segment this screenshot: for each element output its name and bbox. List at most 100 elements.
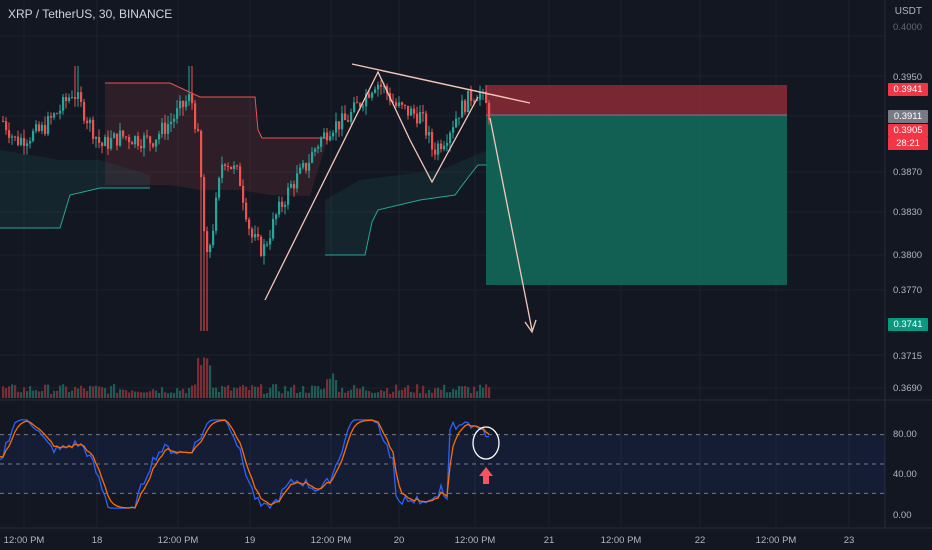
candle-body xyxy=(440,143,443,150)
stoch-d-line xyxy=(0,419,490,509)
volume-bar xyxy=(452,388,455,398)
candle-body xyxy=(362,106,365,108)
candle-body xyxy=(335,121,338,133)
candle-body xyxy=(179,100,182,109)
candle-body xyxy=(422,112,425,114)
volume-bar xyxy=(416,384,419,398)
candle-body xyxy=(452,127,455,133)
volume-bar xyxy=(125,390,128,398)
volume-bar xyxy=(461,386,464,398)
candle-body xyxy=(332,132,335,137)
candle-body xyxy=(233,165,236,170)
volume-bar xyxy=(320,389,323,398)
volume-bar xyxy=(338,391,341,398)
volume-bar xyxy=(425,393,428,398)
volume-bar xyxy=(293,384,296,398)
volume-bar xyxy=(449,392,452,398)
volume-bar xyxy=(257,386,260,398)
oscillator-axis-tick: 40.00 xyxy=(893,469,917,480)
candle-body xyxy=(299,167,302,174)
volume-bar xyxy=(473,386,476,398)
candle-body xyxy=(386,85,389,94)
volume-bar xyxy=(32,390,35,398)
volume-bar xyxy=(401,389,404,398)
volume-bar xyxy=(311,385,314,398)
support-line xyxy=(325,164,488,256)
candle-body xyxy=(305,163,308,171)
candle-body xyxy=(122,130,125,137)
volume-bar xyxy=(335,379,338,398)
price-axis-tick: 0.3950 xyxy=(893,72,922,83)
candle-body xyxy=(32,131,35,141)
volume-bar xyxy=(296,393,299,398)
volume-bar xyxy=(488,387,491,398)
volume-bar xyxy=(440,389,443,398)
candle-body xyxy=(431,132,434,150)
chart-axes: 0.39500.39100.38700.38300.38000.37700.37… xyxy=(4,22,922,546)
candle-body xyxy=(242,185,245,203)
volume-bar xyxy=(59,385,62,398)
candle-body xyxy=(128,137,131,143)
time-axis-tick: 22 xyxy=(695,535,706,546)
volume-bar xyxy=(287,391,290,398)
candle-body xyxy=(308,162,311,171)
volume-bar xyxy=(20,392,23,398)
time-axis-tick: 12:00 PM xyxy=(756,535,797,546)
candle-body xyxy=(5,121,8,131)
candle-body xyxy=(365,93,368,107)
volume-bar xyxy=(362,386,365,398)
volume-bar xyxy=(209,365,212,398)
candle-body xyxy=(83,101,86,121)
volume-bar xyxy=(224,386,227,398)
candle-body xyxy=(2,121,5,122)
candle-body xyxy=(458,117,461,119)
candle-body xyxy=(356,102,359,104)
volume-bar xyxy=(368,391,371,398)
candle-body xyxy=(56,113,59,115)
volume-bar xyxy=(458,385,461,398)
volume-bar xyxy=(356,388,359,398)
currency-label[interactable]: USDT xyxy=(894,6,922,17)
candle-body xyxy=(143,135,146,149)
volume-bar xyxy=(329,378,332,398)
candle-body xyxy=(455,118,458,128)
candle-body xyxy=(473,100,476,102)
volume-bar xyxy=(269,387,272,398)
candle-body xyxy=(41,124,44,131)
short-position-tool[interactable] xyxy=(486,85,787,285)
time-axis-tick: 12:00 PM xyxy=(455,535,496,546)
volume-bar xyxy=(359,388,362,398)
volume-bar xyxy=(176,388,179,398)
candle-body xyxy=(338,121,341,130)
volume-bar xyxy=(389,393,392,398)
candle-body xyxy=(62,96,65,111)
volume-bar xyxy=(410,391,413,398)
volume-bar xyxy=(290,387,293,398)
volume-bar xyxy=(314,385,317,398)
time-axis-tick: 20 xyxy=(394,535,405,546)
candle-body xyxy=(230,166,233,170)
candle-body xyxy=(437,143,440,155)
indicator-cloud xyxy=(0,82,488,256)
symbol-title[interactable]: XRP / TetherUS, 30, BINANCE xyxy=(8,7,173,21)
candle-body xyxy=(371,92,374,98)
candle-body xyxy=(155,139,158,147)
volume-bar xyxy=(374,392,377,398)
volume-bar xyxy=(344,392,347,398)
candle-body xyxy=(29,140,32,144)
candle-body xyxy=(116,133,119,146)
volume-bar xyxy=(446,392,449,398)
candle-body xyxy=(77,92,80,99)
volume-bar xyxy=(305,392,308,398)
candle-body xyxy=(38,124,41,131)
candle-body xyxy=(191,93,194,104)
stop-price-tag: 0.3941 xyxy=(888,83,928,96)
candle-body xyxy=(239,166,242,186)
candle-body xyxy=(113,133,116,139)
trendline-drawings[interactable] xyxy=(264,63,537,334)
volume-bar xyxy=(152,389,155,398)
volume-bar xyxy=(65,386,68,398)
volume-bar xyxy=(380,390,383,398)
volume-bar xyxy=(2,386,5,398)
